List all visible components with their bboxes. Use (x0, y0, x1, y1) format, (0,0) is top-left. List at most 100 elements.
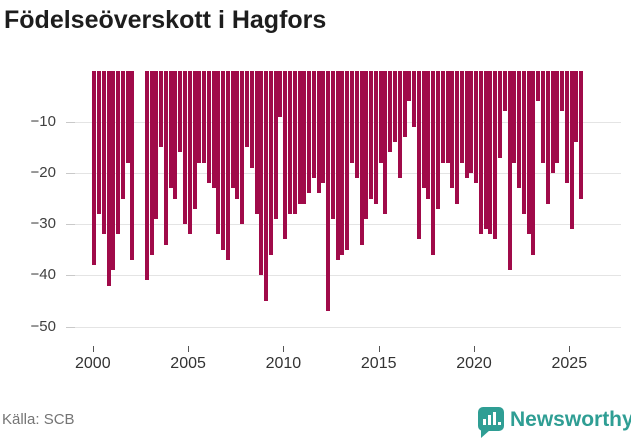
bar (397, 70, 402, 179)
source-label: Källa: SCB (2, 411, 75, 428)
x-axis-label: 2020 (456, 355, 492, 372)
bar (555, 70, 560, 163)
bar (221, 70, 226, 250)
x-axis-tick (188, 346, 190, 352)
bar (440, 70, 445, 163)
bar (574, 70, 579, 143)
bar (249, 70, 254, 168)
bar (416, 70, 421, 240)
bar (206, 70, 211, 184)
bar (235, 70, 240, 199)
bar (297, 70, 302, 204)
y-axis-label: −30 (30, 215, 56, 233)
y-axis-label: −50 (30, 317, 56, 335)
bar (483, 70, 488, 230)
bar (230, 70, 235, 189)
bar (445, 70, 450, 163)
bar-chart-speech-bubble-icon (478, 407, 504, 431)
bar (431, 70, 436, 255)
bar (125, 70, 130, 163)
x-axis-tick (569, 346, 571, 352)
bar (259, 70, 264, 276)
bar (111, 70, 116, 271)
bar (488, 70, 493, 235)
y-gridline (66, 275, 621, 277)
bar (493, 70, 498, 240)
bar (388, 70, 393, 153)
y-axis-tick (66, 326, 75, 328)
bar (292, 70, 297, 214)
bar (287, 70, 292, 214)
bar (464, 70, 469, 179)
bar (502, 70, 507, 112)
x-axis-label: 2005 (170, 355, 206, 372)
bar (340, 70, 345, 255)
bar (211, 70, 216, 189)
bar (474, 70, 479, 184)
bar (97, 70, 102, 214)
bar (192, 70, 197, 209)
bar (364, 70, 369, 219)
bar (550, 70, 555, 173)
bar (526, 70, 531, 235)
bar (517, 70, 522, 189)
bar (369, 70, 374, 199)
bar (116, 70, 121, 235)
bar (569, 70, 574, 230)
y-axis-label: −40 (30, 266, 56, 284)
bar (459, 70, 464, 163)
bar (254, 70, 259, 214)
bar (240, 70, 245, 225)
bar (564, 70, 569, 184)
bar (225, 70, 230, 260)
x-axis-label: 2015 (360, 355, 397, 372)
brand-name: Newsworthy (510, 408, 631, 431)
y-axis-tick (66, 172, 75, 174)
bar (359, 70, 364, 245)
bar (540, 70, 545, 163)
newsworthy-logo[interactable]: Newsworthy (478, 406, 631, 438)
bar (450, 70, 455, 189)
bar (402, 70, 407, 138)
bar (345, 70, 350, 250)
x-axis-tick (283, 346, 285, 352)
bar (120, 70, 125, 199)
bar (101, 70, 106, 235)
y-axis-tick (66, 275, 75, 277)
bar (268, 70, 273, 255)
bar (421, 70, 426, 189)
bar (407, 70, 412, 102)
bar (545, 70, 550, 204)
bar (412, 70, 417, 127)
speech-bubble-tail (481, 430, 490, 438)
x-axis-tick (92, 346, 94, 352)
bar (197, 70, 202, 163)
bar (144, 70, 149, 281)
bar (92, 70, 97, 266)
chart-title: Födelseöverskott i Hagfors (4, 6, 327, 34)
bar (316, 70, 321, 194)
bar (321, 70, 326, 184)
bar (378, 70, 383, 163)
bar (498, 70, 502, 158)
x-axis-tick (378, 346, 380, 352)
bar (283, 70, 288, 240)
bar (330, 70, 335, 219)
bar (149, 70, 154, 255)
bar (392, 70, 397, 143)
bar (273, 70, 278, 219)
x-axis-label: 2000 (75, 355, 111, 372)
bar (478, 70, 483, 235)
bar (507, 70, 512, 271)
bar (531, 70, 536, 255)
bar (435, 70, 440, 209)
bar (579, 70, 584, 199)
bar (307, 70, 312, 194)
x-axis-label: 2025 (551, 355, 588, 372)
bar (350, 70, 355, 163)
bar (536, 70, 541, 102)
bar (178, 70, 183, 153)
bar (302, 70, 307, 204)
